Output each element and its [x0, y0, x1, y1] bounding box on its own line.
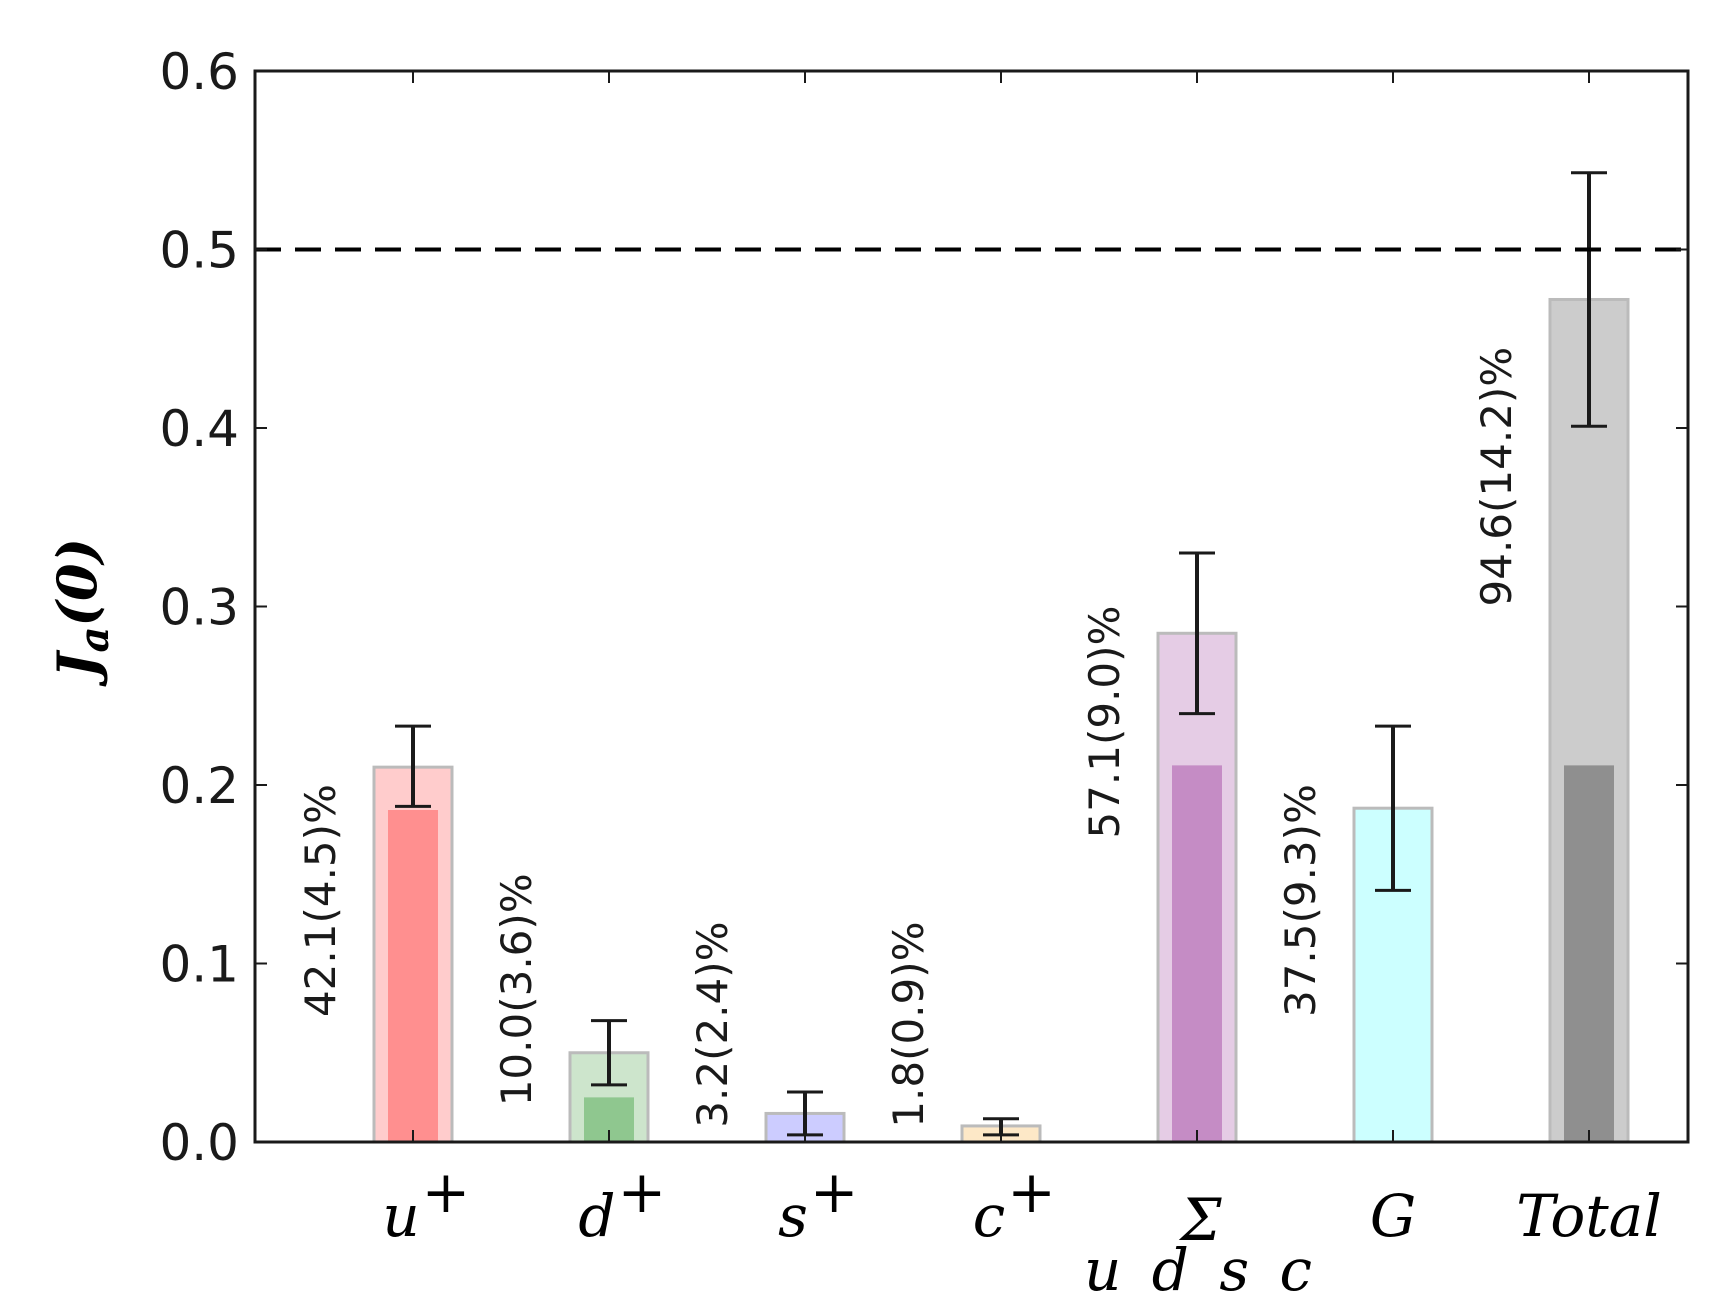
- percent-label-c: 1.8(0.9)%: [884, 921, 933, 1127]
- category-label-d: d: [578, 1182, 615, 1250]
- category-superscript-d: +: [618, 1158, 667, 1226]
- y-title-subscript: a: [71, 627, 118, 653]
- percent-label-total: 94.6(14.2)%: [1472, 347, 1521, 607]
- y-title-main: J: [45, 649, 109, 687]
- percent-label-d: 10.0(3.6)%: [492, 873, 541, 1106]
- y-tick-label: 0.0: [159, 1114, 239, 1172]
- category-subscript-sum: u d s c: [1084, 1236, 1318, 1296]
- category-label-G: G: [1370, 1182, 1416, 1250]
- y-title-tail: (0): [45, 538, 109, 627]
- inner-bar-u: [388, 809, 438, 1142]
- percent-label-s: 3.2(2.4)%: [688, 921, 737, 1127]
- inner-bar-total: [1564, 765, 1614, 1142]
- percent-label-sum: 57.1(9.0)%: [1080, 606, 1129, 839]
- percent-label-u: 42.1(4.5)%: [296, 784, 345, 1017]
- category-label-c: c: [973, 1182, 1005, 1250]
- y-axis-ticks: 0.0 0.1 0.2 0.3 0.4 0.5 0.6: [159, 43, 1688, 1172]
- y-tick-label: 0.3: [159, 579, 239, 637]
- percent-labels: 42.1(4.5)% 10.0(3.6)% 3.2(2.4)% 1.8(0.9)% 57…: [296, 347, 1521, 1128]
- y-axis-title: Ja(0): [45, 538, 118, 687]
- category-label-s: s: [778, 1182, 808, 1250]
- category-label-u: u: [382, 1182, 419, 1250]
- x-axis-ticks: [412, 71, 1590, 1142]
- y-tick-label: 0.5: [159, 222, 239, 280]
- bars-layer: [372, 297, 1630, 1144]
- category-superscript-s: +: [810, 1158, 859, 1226]
- y-tick-label: 0.1: [159, 936, 239, 994]
- category-superscript-c: +: [1007, 1158, 1056, 1226]
- category-superscript-u: +: [422, 1158, 471, 1226]
- y-tick-label: 0.6: [159, 43, 239, 101]
- inner-bar-sum: [1172, 765, 1222, 1142]
- category-label-total: Total: [1516, 1182, 1662, 1250]
- error-bars-layer: [395, 171, 1607, 1137]
- category-label-sum: Σ: [1178, 1186, 1222, 1254]
- category-labels: u + d + s + c + Σu d s cG Total: [382, 1158, 1661, 1296]
- y-tick-label: 0.4: [159, 400, 239, 458]
- y-tick-label: 0.2: [159, 757, 239, 815]
- percent-label-G: 37.5(9.3)%: [1276, 784, 1325, 1017]
